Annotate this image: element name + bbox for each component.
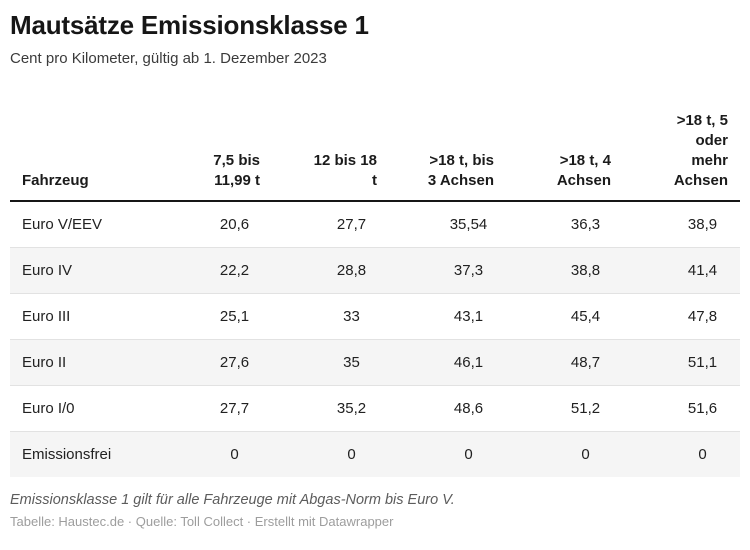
table-row-euro-iv: Euro IV 22,2 28,8 37,3 38,8 41,4 (10, 246, 740, 294)
value-cell: 43,1 (389, 292, 506, 340)
value-cell: 51,1 (623, 338, 740, 386)
column-header-ueber-18t-bis-3-achsen: >18 t, bis 3 Achsen (389, 110, 506, 202)
column-header-ueber-18t-4-achsen: >18 t, 4 Achsen (506, 110, 623, 202)
value-cell: 51,2 (506, 384, 623, 432)
table-row-euro-ii: Euro II 27,6 35 46,1 48,7 51,1 (10, 338, 740, 386)
page-title: Mautsätze Emissionsklasse 1 (10, 10, 369, 40)
credits-separator: · (243, 513, 255, 529)
value-cell: 48,7 (506, 338, 623, 386)
credits-erstellt-label: Erstellt mit (254, 513, 320, 529)
value-cell: 41,4 (623, 246, 740, 294)
value-cell: 0 (389, 430, 506, 477)
row-label-cell: Euro II (10, 338, 155, 386)
table-row-euro-v-eev: Euro V/EEV 20,6 27,7 35,54 36,3 38,9 (10, 201, 740, 248)
value-cell: 38,8 (506, 246, 623, 294)
credits-separator: · (124, 513, 136, 529)
credits-datawrapper-link[interactable]: Datawrapper (319, 513, 394, 529)
column-header-ueber-18t-5-oder-mehr-achsen: >18 t, 5 oder mehr Achsen (623, 110, 740, 202)
value-cell: 0 (155, 430, 272, 477)
column-header-7-5-bis-11-99t: 7,5 bis 11,99 t (155, 110, 272, 202)
credits-tabelle-label: Tabelle: (10, 513, 59, 529)
row-label-cell: Euro III (10, 292, 155, 340)
credits-line: Tabelle: Haustec.de · Quelle: Toll Colle… (10, 514, 740, 529)
table-row-emissionsfrei: Emissionsfrei 0 0 0 0 0 (10, 430, 740, 477)
value-cell: 27,7 (155, 384, 272, 432)
value-cell: 46,1 (389, 338, 506, 386)
value-cell: 28,8 (272, 246, 389, 294)
page-subtitle: Cent pro Kilometer, gültig ab 1. Dezembe… (10, 49, 327, 67)
value-cell: 27,7 (336, 215, 367, 233)
value-cell: 38,9 (687, 215, 718, 233)
credits-quelle-label: Quelle: (135, 513, 181, 529)
credits-quelle-value: Toll Collect (180, 513, 244, 529)
table-header-row: Fahrzeug 7,5 bis 11,99 t 12 bis 18 t >18… (10, 110, 740, 202)
value-cell: 45,4 (506, 292, 623, 340)
value-cell: 0 (623, 430, 740, 477)
value-cell: 33 (272, 292, 389, 340)
value-cell: 35,54 (449, 215, 488, 233)
value-cell: 27,6 (155, 338, 272, 386)
toll-rates-table: Fahrzeug 7,5 bis 11,99 t 12 bis 18 t >18… (10, 110, 740, 477)
row-label-cell: Euro I/0 (10, 384, 155, 432)
row-label-cell: Euro V/EEV (22, 215, 103, 233)
value-cell: 35 (272, 338, 389, 386)
value-cell: 0 (272, 430, 389, 477)
value-cell: 0 (506, 430, 623, 477)
value-cell: 25,1 (155, 292, 272, 340)
column-header-12-bis-18t: 12 bis 18 t (272, 110, 389, 202)
value-cell: 48,6 (389, 384, 506, 432)
row-label-cell: Euro IV (10, 246, 155, 294)
value-cell: 22,2 (155, 246, 272, 294)
table-row-euro-i-0: Euro I/0 27,7 35,2 48,6 51,2 51,6 (10, 384, 740, 432)
footnote: Emissionsklasse 1 gilt für alle Fahrzeug… (10, 491, 455, 508)
value-cell: 51,6 (623, 384, 740, 432)
value-cell: 47,8 (623, 292, 740, 340)
column-header-fahrzeug: Fahrzeug (10, 110, 155, 202)
value-cell: 36,3 (570, 215, 601, 233)
row-label-cell: Emissionsfrei (10, 430, 155, 477)
datawrapper-table-page: Mautsätze Emissionsklasse 1 Cent pro Kil… (10, 10, 740, 529)
credits-source-table-link[interactable]: Haustec.de (58, 513, 125, 529)
value-cell: 35,2 (272, 384, 389, 432)
value-cell: 20,6 (219, 215, 250, 233)
table-row-euro-iii: Euro III 25,1 33 43,1 45,4 47,8 (10, 292, 740, 340)
value-cell: 37,3 (389, 246, 506, 294)
